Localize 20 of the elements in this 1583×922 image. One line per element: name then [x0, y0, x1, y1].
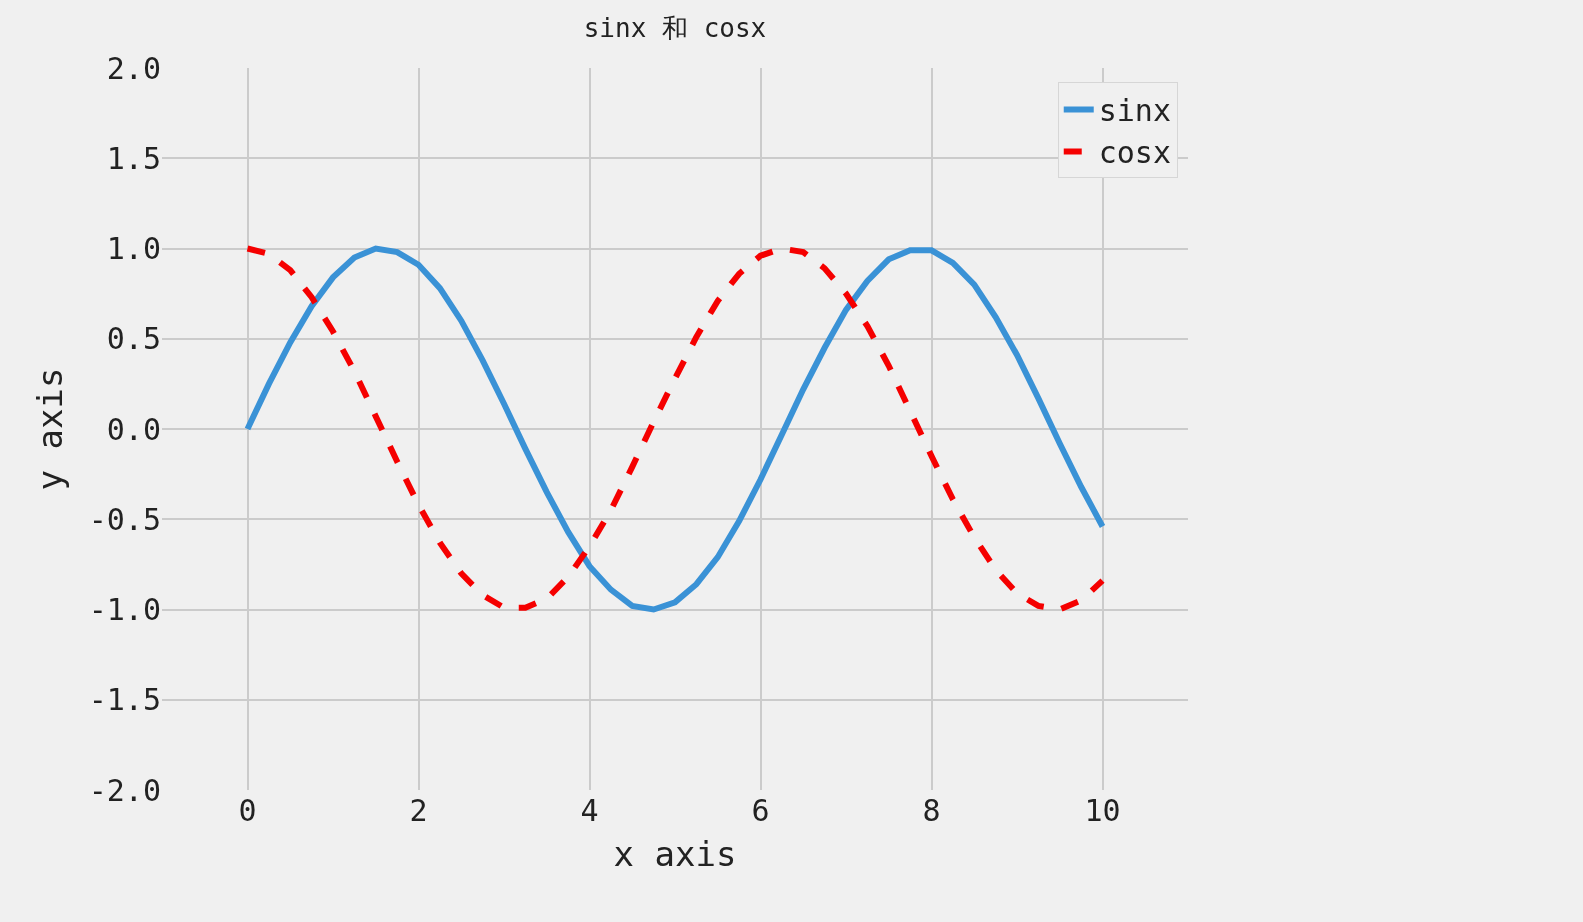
y-tick-label: -0.5: [88, 501, 161, 537]
chart-title: sinx 和 cosx: [583, 12, 767, 43]
y-tick-label: -1.5: [88, 682, 161, 718]
y-tick-label: 1.0: [106, 231, 161, 266]
y-tick-label: 0.0: [106, 411, 161, 447]
x-tick-label: 2: [409, 793, 428, 828]
y-tick-label: -1.0: [88, 592, 161, 627]
y-tick-label: 0.5: [106, 321, 161, 357]
legend-label: cosx: [1098, 135, 1171, 171]
x-tick-label: 6: [751, 793, 770, 828]
x-tick-label: 8: [922, 793, 941, 828]
x-tick-label: 0: [238, 793, 257, 828]
x-axis-title: x axis: [613, 834, 737, 875]
y-tick-label: -2.0: [88, 772, 161, 808]
x-tick-label: 4: [580, 793, 599, 828]
x-tick-label: 10: [1084, 793, 1121, 828]
y-tick-label: 2.0: [106, 50, 161, 86]
y-tick-label: 1.5: [106, 140, 161, 176]
y-axis-title: y axis: [30, 367, 71, 491]
legend-label: sinx: [1098, 93, 1171, 129]
